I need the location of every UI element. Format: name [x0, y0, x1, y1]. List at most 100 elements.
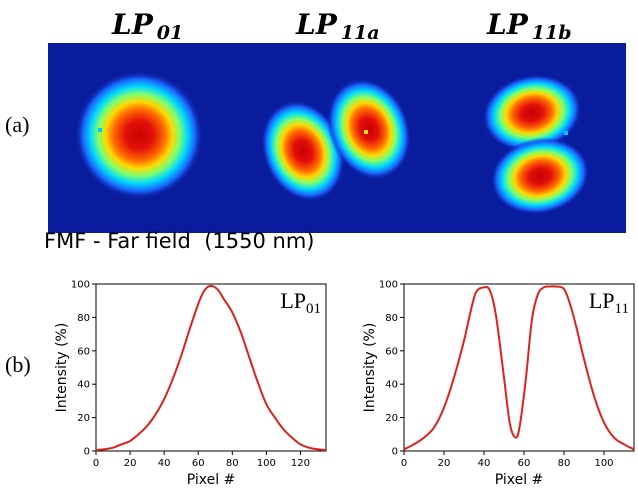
data-point: [537, 293, 539, 295]
y-tick-label: 20: [385, 413, 398, 424]
data-point: [308, 447, 310, 449]
panel-a-label: (a): [5, 112, 30, 137]
data-point: [515, 437, 517, 439]
data-point: [575, 325, 577, 327]
beam-lp11a: [261, 78, 411, 202]
x-tick-label: 100: [594, 458, 613, 469]
data-point: [613, 437, 615, 439]
data-point: [325, 449, 327, 451]
y-tick-label: 100: [379, 280, 398, 291]
chart-lp01: 0 20 40 60 80 100 120 0 20 40 60 80 100 Pixel # Intens…: [54, 280, 327, 488]
chart-lp11: 0 20 40 60 80 100 0 20 40 60 80 100 Pixel # Intensity…: [362, 280, 635, 488]
mode-title-lp01: LP 01: [112, 8, 184, 44]
data-point: [475, 292, 477, 294]
data-point: [257, 382, 259, 384]
mode-title-lp11b: LP 11b: [487, 8, 572, 44]
data-point: [503, 377, 505, 379]
plot-frame: [403, 283, 635, 452]
data-point: [423, 437, 425, 439]
x-tick-label: 20: [438, 458, 451, 469]
data-point: [121, 444, 123, 446]
data-point: [155, 413, 157, 415]
data-point: [603, 422, 605, 424]
x-tick-label: 0: [401, 458, 407, 469]
x-tick-label: 20: [124, 458, 137, 469]
intensity-profile-line: [95, 284, 327, 452]
data-point: [563, 288, 565, 290]
data-point: [213, 286, 215, 288]
data-point: [218, 290, 220, 292]
x-axis-title: Pixel #: [495, 472, 544, 488]
data-point: [317, 449, 319, 451]
y-tick-label: 0: [392, 447, 398, 458]
data-point: [189, 328, 191, 330]
x-tick-label: 0: [93, 458, 99, 469]
data-point: [249, 357, 251, 359]
data-point: [469, 313, 471, 315]
mode-label-base: LP: [280, 288, 306, 313]
x-tick-label: 40: [158, 458, 171, 469]
mode-label: LP01: [280, 288, 321, 317]
mode-label: LP11: [589, 288, 629, 317]
data-point: [519, 423, 521, 425]
x-tick-label: 80: [558, 458, 571, 469]
y-tick-label: 40: [385, 380, 398, 391]
data-point: [300, 444, 302, 446]
y-tick-label: 40: [77, 380, 90, 391]
x-tick-label: 60: [518, 458, 531, 469]
data-point: [223, 298, 225, 300]
y-tick-label: 0: [84, 447, 90, 458]
intensity-profile-line: [403, 285, 635, 451]
x-tick-label: 100: [257, 458, 276, 469]
data-point: [623, 444, 625, 446]
y-tick-label: 60: [385, 346, 398, 357]
data-point: [483, 287, 485, 289]
figure-caption: FMF - Far field (1550 nm): [44, 229, 315, 253]
data-point: [283, 428, 285, 430]
x-axis-title: Pixel #: [187, 472, 236, 488]
data-point: [531, 318, 533, 320]
data-point: [95, 449, 97, 451]
data-point: [231, 312, 233, 314]
data-point: [104, 449, 106, 451]
data-point: [555, 286, 557, 288]
x-tick-label: 120: [291, 458, 310, 469]
data-point: [509, 423, 511, 425]
data-point: [495, 315, 497, 317]
data-point: [203, 292, 205, 294]
x-tick-label: 80: [226, 458, 239, 469]
y-axis-title: Intensity (%): [54, 323, 70, 413]
data-point: [453, 377, 455, 379]
data-point: [463, 340, 465, 342]
mode-label-sub: 01: [306, 301, 321, 317]
data-point: [525, 377, 527, 379]
data-point: [197, 303, 199, 305]
mode-label-base: LP: [589, 288, 615, 313]
data-point: [146, 425, 148, 427]
data-point: [138, 434, 140, 436]
data-point: [569, 303, 571, 305]
beam-lp01: [75, 71, 203, 199]
mode-title-lp11a: LP 11a: [296, 8, 380, 44]
beam-lp11b: [482, 74, 590, 215]
data-point: [163, 398, 165, 400]
y-tick-label: 20: [77, 413, 90, 424]
data-point: [443, 407, 445, 409]
data-point: [291, 437, 293, 439]
data-point: [112, 447, 114, 449]
data-point: [274, 417, 276, 419]
y-tick-label: 80: [385, 313, 398, 324]
data-point: [129, 440, 131, 442]
data-point: [593, 395, 595, 397]
data-point: [543, 287, 545, 289]
data-point: [403, 449, 405, 451]
data-point: [266, 403, 268, 405]
data-point: [172, 378, 174, 380]
data-point: [583, 358, 585, 360]
data-point: [240, 332, 242, 334]
panel-b-label: (b): [5, 352, 31, 377]
far-field-beam-images: [48, 43, 626, 233]
data-point: [208, 286, 210, 288]
x-tick-label: 40: [478, 458, 491, 469]
x-tick-label: 60: [192, 458, 205, 469]
